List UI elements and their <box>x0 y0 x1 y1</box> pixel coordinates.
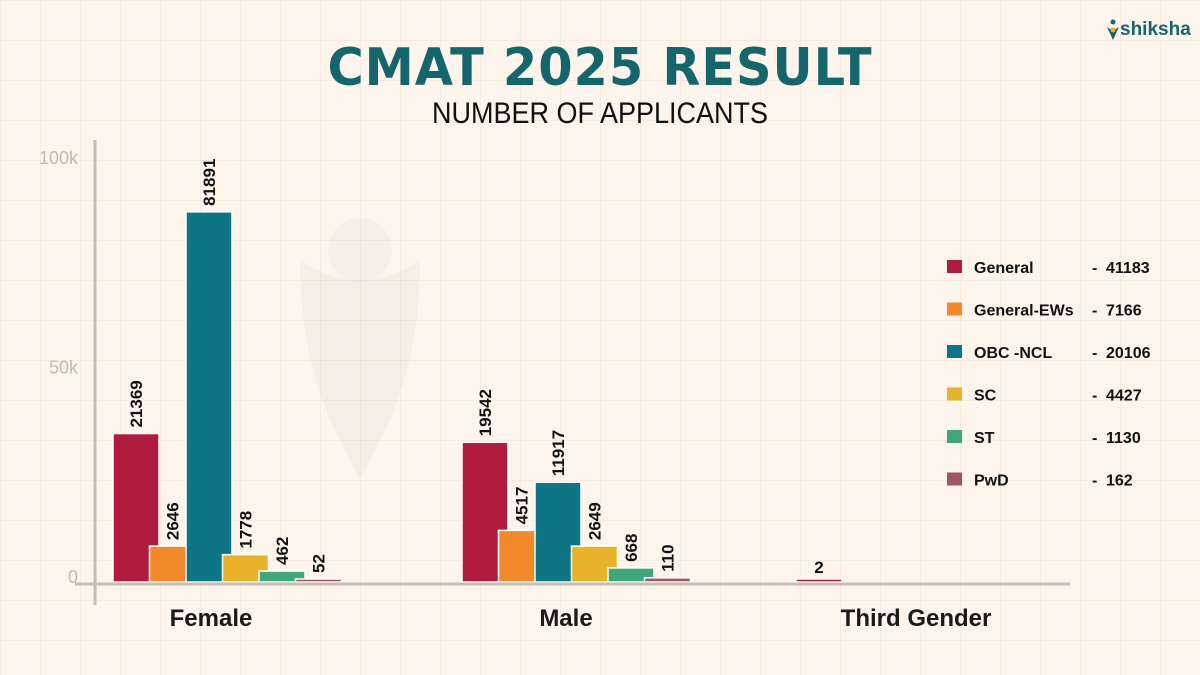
data-label: 2 <box>814 558 823 577</box>
x-category-label: Male <box>539 605 592 632</box>
legend-total: 41183 <box>1106 260 1150 277</box>
data-label: 21369 <box>127 380 146 427</box>
chart-title: CMAT 2025 RESULT <box>327 38 873 98</box>
legend-label: PwD <box>974 473 1009 490</box>
data-label: 11917 <box>549 430 568 476</box>
chart-subtitle: NUMBER OF APPLICANTS <box>431 97 769 130</box>
legend-total: 7166 <box>1106 303 1142 320</box>
data-label: 4517 <box>513 487 532 525</box>
legend-label: ST <box>974 430 995 447</box>
bar-sc-female <box>221 553 270 583</box>
legend-label: OBC -NCL <box>974 345 1052 362</box>
legend-label: SC <box>974 388 997 405</box>
legend-swatch <box>947 430 962 443</box>
shiksha-logo: shiksha <box>1106 18 1191 42</box>
legend-label: General-EWs <box>974 303 1074 320</box>
bar-general-third-gender <box>795 578 843 583</box>
bar-obc-ncl-female <box>185 211 233 583</box>
legend-dash: - <box>1092 430 1097 447</box>
bar-st-male <box>607 567 655 583</box>
y-tick-label: 50k <box>49 358 79 378</box>
data-label: 81891 <box>200 159 219 206</box>
legend-dash: - <box>1092 260 1097 277</box>
data-label: 668 <box>622 534 641 562</box>
legend-total: 1130 <box>1106 430 1141 447</box>
data-label: 1778 <box>237 511 256 549</box>
legend-total: 162 <box>1106 473 1133 490</box>
legend-dash: - <box>1092 473 1097 490</box>
legend-swatch <box>947 387 962 401</box>
legend-swatch <box>947 302 962 316</box>
data-label: 2646 <box>164 502 183 540</box>
x-category-label: Female <box>170 605 253 632</box>
data-label: 2649 <box>586 502 605 540</box>
bar-pwd-female <box>294 578 343 583</box>
legend-dash: - <box>1092 303 1097 320</box>
legend-dash: - <box>1092 388 1097 405</box>
x-category-label: Third Gender <box>841 605 992 632</box>
bar-st-female <box>258 570 306 583</box>
y-tick-label: 100k <box>39 148 79 168</box>
legend-swatch <box>947 260 962 273</box>
legend-label: General <box>974 260 1034 277</box>
data-label: 52 <box>310 554 329 573</box>
logo-icon <box>1107 19 1119 40</box>
legend-dash: - <box>1092 345 1097 362</box>
y-tick-label: 0 <box>68 567 78 587</box>
bar-pwd-male <box>643 577 692 583</box>
legend-total: 4427 <box>1106 388 1142 405</box>
data-label: 110 <box>659 544 678 571</box>
data-label: 19542 <box>476 389 495 436</box>
legend-total: 20106 <box>1106 345 1151 362</box>
legend-swatch <box>947 472 962 486</box>
data-label: 462 <box>273 537 292 565</box>
legend-swatch <box>947 345 962 358</box>
logo-text: shiksha <box>1120 19 1191 40</box>
